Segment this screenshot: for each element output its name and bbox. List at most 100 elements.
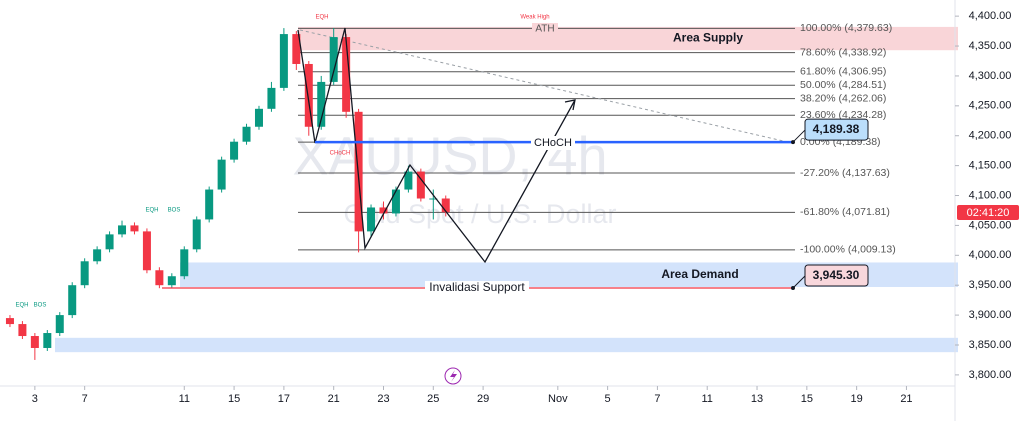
x-tick-label: 21 (328, 393, 340, 405)
candle-body (192, 219, 201, 250)
candle-body (142, 231, 151, 271)
fib-label: 38.20% (4,262.06) (800, 92, 886, 104)
x-tick-label: 21 (900, 393, 912, 405)
zone (298, 26, 958, 51)
fib-label: 78.60% (4,338.92) (800, 46, 886, 58)
y-tick-label: 4,350.00 (969, 40, 1012, 52)
callout-box (804, 264, 869, 287)
candle-body (217, 159, 226, 190)
zone (55, 337, 958, 353)
choch-label: CHoCH (534, 137, 572, 149)
callout-label: 3,945.30 (813, 268, 860, 282)
label: EQH (315, 15, 328, 21)
candle-body (43, 333, 52, 348)
candle-body (155, 270, 164, 286)
candle-body (105, 234, 114, 250)
y-tick-label: 3,800.00 (969, 369, 1012, 381)
callout-stem (792, 274, 807, 289)
callout-label: 4,189.38 (813, 122, 860, 136)
label: EQH (145, 208, 158, 214)
label-bg (531, 136, 575, 150)
arrow-head (564, 99, 576, 111)
x-tick-label: 23 (377, 393, 389, 405)
candle-body (329, 37, 338, 82)
level-label: Invalidasi Support (429, 280, 525, 294)
x-tick-label: 7 (82, 393, 88, 405)
watermark-subtitle: Gold Spot / U.S. Dollar (343, 199, 616, 229)
zone-label: Area Demand (661, 267, 738, 281)
candle-body (205, 189, 214, 220)
candle-body (30, 336, 39, 348)
callout-box (804, 118, 869, 141)
candle-body (93, 249, 102, 262)
candle-body (130, 225, 139, 232)
fib-label: -61.80% (4,071.81) (800, 206, 890, 218)
label-bg (532, 23, 558, 35)
candle-body (68, 285, 77, 316)
candle-body (379, 207, 388, 214)
x-tick-label: 7 (654, 393, 660, 405)
fib-label: -100.00% (4,009.13) (800, 244, 896, 256)
x-tick-label: 19 (851, 393, 863, 405)
candle-body (367, 207, 376, 232)
label: ATH (535, 24, 554, 35)
y-tick-label: 4,200.00 (969, 130, 1012, 142)
label: BOS (168, 208, 181, 214)
candle-body (167, 276, 176, 286)
candle-body (391, 189, 400, 214)
fib-label: 50.00% (4,284.51) (800, 79, 886, 91)
fib-label: 61.80% (4,306.95) (800, 66, 886, 78)
candle-body (429, 198, 438, 200)
candle-body (304, 63, 313, 127)
candles (5, 28, 450, 360)
candle-body (441, 198, 450, 213)
countdown: 02:41:20 (967, 207, 1010, 219)
x-tick-label: 13 (751, 393, 763, 405)
zone-label: Area Supply (673, 31, 743, 45)
candle-body (242, 126, 251, 142)
y-tick-label: 3,900.00 (969, 309, 1012, 321)
y-tick-label: 3,850.00 (969, 339, 1012, 351)
candle-body (292, 34, 301, 64)
x-tick-label: 15 (228, 393, 240, 405)
y-tick-label: 3,950.00 (969, 279, 1012, 291)
candle-body (267, 87, 276, 109)
y-tick-label: 4,300.00 (969, 70, 1012, 82)
y-tick-label: 4,250.00 (969, 100, 1012, 112)
label: EQH (15, 303, 28, 309)
candle-body (342, 37, 351, 112)
level-label-bg (425, 281, 529, 296)
y-tick-label: 4,400.00 (969, 10, 1012, 22)
x-tick-label: 3 (32, 393, 38, 405)
candle-body (230, 141, 239, 160)
y-tick-label: 4,150.00 (969, 160, 1012, 172)
event-icon-bolt (450, 370, 457, 382)
trend-line (299, 29, 793, 144)
candle-body (404, 171, 413, 190)
x-tick-label: Nov (548, 393, 568, 405)
candle-body (55, 315, 64, 334)
label: Weak High (520, 15, 549, 21)
x-tick-label: 29 (477, 393, 489, 405)
y-tick-label: 4,050.00 (969, 219, 1012, 231)
countdown-bg (957, 205, 1019, 220)
callout-stem (792, 128, 807, 143)
label: CHoCH (330, 151, 351, 157)
y-tick-label: 4,100.00 (969, 189, 1012, 201)
candle-body (180, 249, 189, 277)
x-tick-label: 25 (427, 393, 439, 405)
candle-body (80, 261, 89, 286)
x-tick-label: 17 (278, 393, 290, 405)
label: BOS (34, 303, 47, 309)
candle-body (118, 225, 127, 235)
candle-body (317, 81, 326, 127)
candle-body (254, 108, 263, 127)
candle-body (279, 34, 288, 88)
candle-body (416, 171, 425, 199)
x-tick-label: 5 (605, 393, 611, 405)
x-tick-label: 11 (179, 393, 190, 405)
fib-label: 100.00% (4,379.63) (800, 22, 892, 34)
candle-body (5, 318, 14, 325)
